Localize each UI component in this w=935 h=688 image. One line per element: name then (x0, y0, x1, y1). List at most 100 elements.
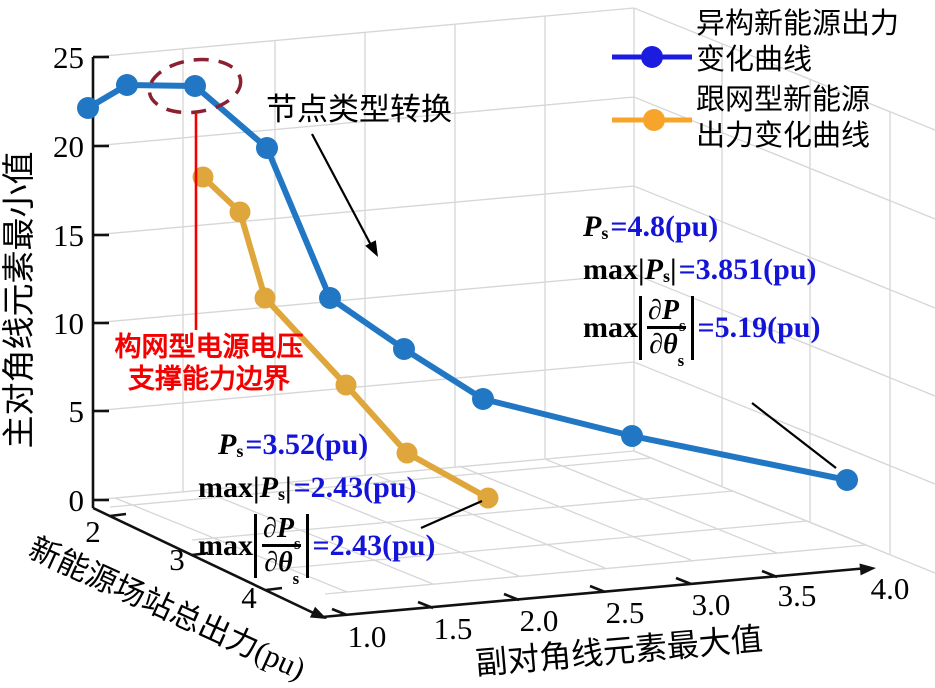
fraction-numerator: ∂Ps (646, 295, 687, 335)
upper-annotation-callout-line (751, 402, 837, 469)
heterogeneous-renewable-data-point (621, 425, 643, 447)
heterogeneous-renewable-data-point (184, 75, 206, 97)
abs-group: ∂Ps ∂θs (254, 513, 310, 587)
x-axis-arrowhead (859, 563, 876, 576)
partial-symbol: ∂ (264, 547, 279, 579)
sub-s: s (292, 568, 300, 588)
fraction: ∂Ps ∂θs (646, 295, 687, 369)
value-max-dps: =2.43(pu) (312, 528, 436, 562)
legend-label-grid-following: 跟网型新能源 出力变化曲线 (696, 82, 870, 154)
partial-symbol: ∂ (263, 513, 277, 544)
x-tick: 4.0 (871, 571, 910, 606)
depth-tick-labels: 2 3 4 (85, 514, 257, 615)
x-tick: 1.0 (348, 619, 387, 654)
var-theta: θ (278, 547, 293, 579)
axes-lines (91, 55, 869, 619)
abs-bar: | (253, 471, 260, 504)
legend-label-line: 异构新能源出力 (696, 8, 900, 40)
grid-following-renewable-data-point (192, 166, 214, 188)
dashed-highlight-ellipse (147, 57, 243, 115)
value-max-ps: =2.43(pu) (293, 471, 417, 504)
heterogeneous-renewable-data-point (472, 388, 494, 410)
abs-bar: | (669, 253, 677, 286)
depth-axis-line (92, 506, 323, 619)
heterogeneous-renewable-data-point (256, 137, 278, 159)
legend: 异构新能源出力 变化曲线 跟网型新能源 出力变化曲线 (608, 4, 899, 156)
x-tick: 3.5 (778, 578, 817, 613)
grid-following-renewable-data-point (335, 374, 357, 396)
var-P: P (276, 513, 294, 544)
var-theta: θ (663, 329, 678, 361)
lower-annotation-callout-line (420, 499, 483, 530)
var-P: P (259, 471, 278, 504)
grid-following-renewable-data-point (254, 287, 276, 309)
max-operator: max (198, 528, 253, 562)
heterogeneous-renewable-data-point (319, 287, 341, 309)
abs-bar: | (638, 253, 645, 286)
lower-math-line-3: max ∂Ps ∂θs =2.43(pu) (198, 513, 436, 587)
heterogeneous-renewable-data-point (116, 74, 138, 96)
annotation-shapes (147, 57, 837, 530)
legend-entry-heterogeneous: 异构新能源出力 变化曲线 (608, 4, 899, 80)
x-tick: 2.5 (606, 595, 645, 630)
node-conversion-arrowhead (365, 240, 378, 257)
partial-symbol: ∂ (649, 329, 664, 361)
fraction-denominator: ∂θs (262, 544, 302, 587)
y-tick: 0 (69, 483, 85, 518)
grid-following-renewable-data-point (396, 442, 418, 464)
red-note-line: 支撑能力边界 (128, 364, 290, 394)
max-operator: max (198, 471, 253, 504)
fraction-denominator: ∂θs (647, 326, 687, 369)
x-tick: 2.0 (520, 603, 559, 638)
legend-label-line: 跟网型新能源 (696, 84, 871, 116)
legend-label-line: 变化曲线 (696, 44, 813, 76)
y-tick: 15 (53, 218, 84, 253)
abs-bar: | (284, 471, 292, 504)
depth-tick: 2 (85, 514, 101, 549)
grid-forming-boundary-note: 构网型电源电压 支撑能力边界 (88, 331, 330, 395)
var-P: P (661, 295, 679, 326)
value-ps: =4.8(pu) (610, 210, 719, 243)
grid-following-renewable-data-point (477, 487, 499, 509)
grid-following-renewable-data-point (229, 201, 251, 223)
legend-marker-orange (612, 109, 692, 131)
value-max-ps: =3.851(pu) (678, 253, 817, 286)
var-P: P (583, 210, 602, 243)
data-curves (77, 74, 858, 509)
depth-tick: 3 (169, 542, 185, 577)
partial-symbol: ∂ (648, 295, 662, 326)
legend-marker-blue (612, 46, 692, 68)
y-axis-label: 主对角线元素最小值 (1, 152, 38, 449)
depth-axis-arrowhead (309, 606, 327, 619)
upper-math-line-3: max ∂Ps ∂θs =5.19(pu) (583, 295, 820, 369)
x-tick: 3.0 (692, 587, 731, 622)
y-tick: 20 (53, 129, 84, 164)
axis-arrowheads (309, 563, 876, 619)
var-P: P (218, 428, 237, 461)
legend-entry-grid-following: 跟网型新能源 出力变化曲线 (608, 80, 899, 156)
y-tick: 10 (53, 306, 84, 341)
depth-tick: 4 (241, 580, 257, 615)
y-tick-labels: 25 20 15 10 5 0 (53, 40, 84, 518)
max-operator: max (583, 253, 638, 286)
node-conversion-arrow-line (311, 133, 373, 248)
heterogeneous-renewable-data-point (393, 338, 415, 360)
max-operator: max (583, 310, 638, 344)
fraction: ∂Ps ∂θs (261, 513, 302, 587)
heterogeneous-renewable-data-point (836, 469, 858, 491)
abs-group: ∂Ps ∂θs (639, 295, 695, 369)
y-tick: 25 (53, 40, 84, 75)
x-tick-labels: 1.0 1.5 2.0 2.5 3.0 3.5 4.0 (348, 571, 910, 654)
fraction-numerator: ∂Ps (261, 513, 302, 553)
value-ps: =3.52(pu) (245, 428, 369, 461)
legend-label-heterogeneous: 异构新能源出力 变化曲线 (696, 6, 899, 78)
x-tick: 1.5 (434, 611, 473, 646)
sub-s: s (677, 350, 685, 370)
